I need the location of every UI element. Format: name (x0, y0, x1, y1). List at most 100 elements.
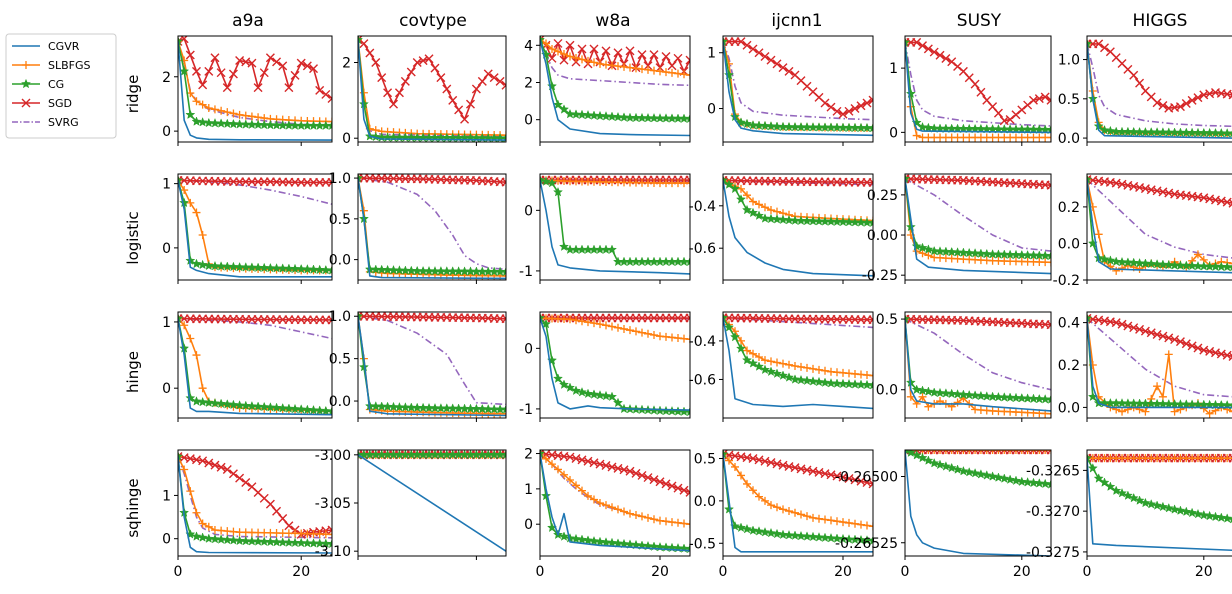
panel-sqhinge-ijcnn1-marker-cg-3 (735, 522, 747, 533)
panel-hinge-w8a-marker-slbfgs-19 (650, 331, 658, 340)
panel-ridge-susy-ytick-label-0: 0 (889, 125, 898, 141)
panel-sqhinge-ijcnn1-marker-cg-15 (807, 531, 819, 542)
panel-sqhinge-susy-marker-slbfgs-13 (976, 450, 985, 454)
panel-logistic-susy-marker-cg-11 (964, 247, 975, 258)
panel-ridge-a9a-marker-sgd-23 (315, 85, 325, 95)
panel-logistic-ijcnn1-marker-cg-1 (723, 179, 735, 189)
panel-logistic-higgs-series-sgd (1087, 174, 1232, 208)
panel-ridge-susy-line-cgvr (905, 42, 1051, 134)
panel-logistic-w8a-marker-cg-12 (606, 244, 618, 254)
panel-hinge-covtype-ytick-label-2: 1.0 (329, 309, 351, 325)
panel-sqhinge-w8a-line-cgvr (540, 453, 690, 552)
panel-hinge-a9a-marker-cg-10 (234, 400, 245, 410)
panel-ridge-covtype-line-cgvr (358, 39, 506, 141)
panel-logistic-a9a-frame (177, 173, 333, 281)
panel-logistic-susy-ytick-label-1: 0.00 (867, 228, 898, 244)
panel-sqhinge-ijcnn1-marker-cg-14 (801, 531, 813, 541)
panel-hinge-w8a-series-sgd (540, 313, 690, 323)
panel-sqhinge-higgs-line-cgvr (1087, 458, 1232, 552)
panel-sqhinge-a9a-xtick-label-0: 0 (174, 564, 183, 580)
panel-ridge-a9a-marker-sgd-25 (327, 94, 332, 104)
panel-logistic-covtype-ytick-label-0: 0.0 (329, 253, 351, 269)
panel-hinge-higgs-marker-slbfgs-14 (1164, 350, 1173, 359)
panel-sqhinge-higgs-marker-cg-5 (1111, 485, 1122, 496)
panel-hinge-ijcnn1-marker-cg-1 (723, 322, 735, 332)
panel-hinge-ijcnn1-series-slbfgs (723, 313, 873, 380)
panel-logistic-higgs-marker-cg-10 (1140, 258, 1151, 268)
panel-hinge-a9a-marker-cg-25 (326, 406, 332, 416)
legend-entry-cg: CG (12, 78, 64, 91)
panel-hinge-w8a-marker-slbfgs-8 (584, 318, 592, 327)
panel-hinge-covtype-frame (357, 311, 507, 419)
panel-logistic-susy-series-cgvr (905, 178, 1051, 275)
legend-entry-sgd: SGD (12, 97, 72, 110)
panel-ridge-w8a-marker-cg-13 (612, 111, 624, 122)
panel-hinge-susy-marker-cg-5 (929, 387, 940, 397)
panel-hinge-higgs-marker-sgd-7 (1123, 321, 1133, 331)
panel-ridge-a9a-marker-sgd-12 (247, 58, 257, 68)
panel-sqhinge-w8a-marker-slbfgs-21 (662, 517, 670, 526)
panel-logistic-w8a-marker-cg-25 (684, 256, 690, 267)
row-label-logistic: logistic (124, 211, 142, 264)
panel-hinge-ijcnn1-marker-slbfgs-14 (803, 363, 811, 372)
panel-sqhinge-ijcnn1-line-cgvr (723, 454, 873, 553)
panel-ridge-w8a-series-cgvr (540, 39, 690, 137)
panel-logistic-susy-series-svrg (905, 178, 1051, 252)
panel-sqhinge-ijcnn1-marker-cg-18 (825, 532, 837, 543)
panel-hinge-higgs-marker-sgd-19 (1193, 343, 1203, 353)
panel-logistic-ijcnn1-marker-cg-8 (765, 213, 777, 224)
panel-sqhinge-a9a-frame (177, 449, 333, 557)
panel-ridge-a9a-marker-sgd-14 (259, 68, 269, 78)
panel-logistic-higgs-marker-cg-8 (1128, 257, 1139, 268)
panel-hinge-susy-line-cg (905, 319, 1051, 401)
panel-hinge-w8a-marker-slbfgs-12 (608, 322, 616, 331)
panel-ridge-higgs-marker-sgd-19 (1193, 93, 1203, 103)
panel-sqhinge-covtype-ytick-label-1: -3.05 (315, 496, 351, 512)
panel-ridge-covtype-marker-sgd-23 (489, 73, 499, 83)
panel-hinge-covtype-marker-sgd-25 (501, 314, 506, 324)
panel-logistic-a9a-ytick-label-1: 1 (162, 177, 171, 193)
panel-hinge-susy-marker-cg-21 (1022, 393, 1033, 403)
panel-sqhinge-w8a-marker-slbfgs-1 (542, 454, 550, 463)
panel-sqhinge-susy-marker-slbfgs-21 (1023, 450, 1032, 454)
panel-logistic-susy-marker-cg-9 (952, 247, 963, 257)
panel-hinge-susy-marker-slbfgs-25 (1047, 409, 1051, 418)
panel-ridge-susy-marker-sgd-12 (970, 79, 980, 89)
panel-ridge-ijcnn1-marker-sgd-17 (820, 98, 830, 108)
panel-ridge-higgs: 0.0 0.5 1.0 (1058, 35, 1232, 147)
legend-entry-svrg: SVRG (12, 116, 79, 129)
panel-ridge-ijcnn1-marker-sgd-9 (772, 59, 782, 69)
panel-sqhinge-susy-marker-cg-14 (981, 470, 992, 480)
row-label-sqhinge: sqhinge (124, 478, 142, 537)
panel-ridge-w8a-ytick-label-0: 0 (524, 113, 533, 129)
panel-sqhinge-w8a-marker-slbfgs-19 (650, 515, 658, 524)
panel-sqhinge-higgs-marker-cg-12 (1152, 500, 1163, 510)
panel-ridge-a9a-marker-cg-2 (185, 109, 196, 120)
panel-ridge-a9a-ytick-label-1: 2 (162, 70, 171, 86)
panel-ridge-covtype-marker-sgd-18 (460, 114, 470, 124)
panel-hinge-higgs-marker-sgd-9 (1135, 324, 1145, 334)
panel-hinge-susy-marker-cg-9 (952, 389, 963, 399)
panel-sqhinge-ijcnn1-marker-slbfgs-1 (725, 456, 733, 465)
panel-logistic-susy-marker-cg-4 (923, 244, 934, 254)
panel-hinge-ijcnn1-marker-slbfgs-5 (749, 349, 757, 358)
panel-sqhinge-susy-marker-slbfgs-8 (947, 450, 956, 454)
panel-sqhinge-a9a-marker-slbfgs-3 (192, 508, 201, 517)
panel-hinge-w8a-marker-cg-11 (600, 390, 612, 401)
panel-logistic-susy: -0.25 0.00 0.25 (862, 173, 1052, 284)
panel-ridge-ijcnn1-marker-sgd-19 (832, 106, 842, 116)
panel-ridge-ijcnn1-series-cgvr (723, 41, 873, 137)
panel-ridge-higgs-marker-cg-0 (1087, 38, 1093, 49)
panel-logistic-ijcnn1-marker-cg-10 (777, 214, 789, 225)
panel-hinge-a9a-frame (177, 311, 333, 419)
panel-hinge-w8a-line-cgvr (540, 317, 690, 411)
panel-ridge-higgs-marker-sgd-2 (1094, 39, 1104, 49)
panel-hinge-ijcnn1-marker-cg-4 (741, 354, 753, 365)
panel-ridge-w8a-marker-cg-12 (606, 111, 618, 121)
panel-sqhinge-higgs-marker-cg-20 (1198, 509, 1209, 520)
panel-sqhinge-ijcnn1-marker-slbfgs-21 (845, 518, 853, 527)
panel-ridge-w8a-marker-sgd-5 (565, 40, 575, 50)
panel-ridge-ijcnn1-marker-sgd-21 (844, 106, 854, 116)
panel-sqhinge-w8a-marker-slbfgs-24 (680, 519, 688, 528)
